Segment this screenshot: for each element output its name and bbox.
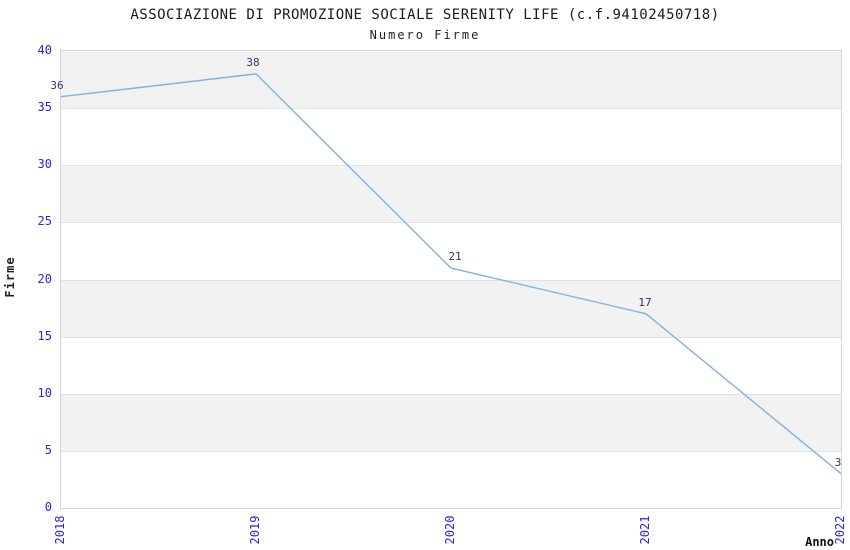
data-point-label: 21 [448, 250, 462, 264]
y-tick-label: 0 [44, 500, 52, 514]
plot-band [61, 108, 841, 166]
plot-band [61, 450, 841, 508]
data-point-label: 3 [834, 455, 842, 469]
y-tick-label: 20 [37, 271, 52, 286]
y-tick-label: 30 [37, 157, 52, 172]
x-tick-label: 2019 [248, 515, 262, 545]
x-tick-label: 2020 [443, 515, 457, 545]
line-series [60, 73, 842, 475]
data-point-label: 17 [638, 295, 652, 309]
y-tick-label: 35 [37, 100, 52, 115]
y-tick-label: 5 [44, 442, 52, 457]
x-axis-title: Anno [805, 535, 834, 549]
plot-band [61, 51, 841, 109]
plot-area [60, 50, 842, 509]
plot-band [61, 222, 841, 280]
x-tick-label: 2018 [53, 515, 67, 545]
plot-band [61, 393, 841, 451]
plot-band [61, 336, 841, 394]
y-tick-label: 15 [37, 328, 52, 343]
x-tick-label: 2022 [833, 515, 847, 545]
chart-title: ASSOCIAZIONE DI PROMOZIONE SOCIALE SEREN… [130, 7, 720, 23]
y-tick-label: 25 [37, 214, 52, 229]
data-point-label: 38 [246, 55, 260, 69]
chart-subtitle: Numero Firme [369, 28, 481, 42]
plot-band [61, 279, 841, 337]
data-point-label: 36 [50, 78, 64, 92]
series-line [60, 73, 842, 475]
y-tick-label: 10 [37, 385, 52, 400]
x-tick-label: 2021 [638, 515, 652, 545]
y-tick-label: 40 [37, 43, 52, 57]
plot-band [61, 165, 841, 223]
